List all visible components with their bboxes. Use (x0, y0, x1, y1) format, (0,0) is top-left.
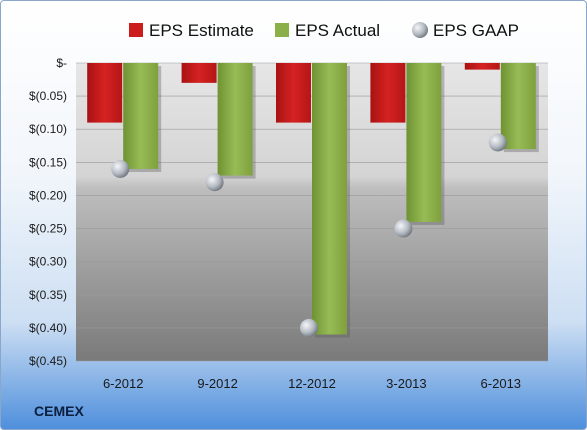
y-tick-label: $(0.15) (29, 155, 67, 169)
y-tick-label: $- (56, 56, 67, 70)
bar-eps-actual (500, 63, 536, 150)
x-tick-label: 12-2012 (288, 376, 336, 391)
bar-eps-estimate (87, 63, 123, 123)
bar-eps-estimate (276, 63, 311, 123)
y-tick-label: $(0.10) (29, 122, 67, 136)
bar-eps-estimate (464, 63, 500, 70)
legend-label: EPS GAAP (433, 21, 519, 40)
y-axis-ticks: $- $(0.05) $(0.10) $(0.15) $(0.20) $(0.25) $(0… (29, 56, 67, 368)
legend-label: EPS Actual (295, 21, 380, 40)
legend-marker (129, 23, 143, 37)
bar-eps-estimate (181, 63, 217, 83)
bar-eps-actual (217, 63, 253, 176)
marker-eps-gaap (394, 219, 413, 238)
marker-eps-gaap (205, 173, 224, 192)
legend-label: EPS Estimate (149, 21, 254, 40)
marker-eps-gaap (111, 159, 130, 178)
y-tick-label: $(0.25) (29, 222, 67, 236)
x-tick-label: 6-2012 (103, 376, 143, 391)
y-tick-label: $(0.40) (29, 321, 67, 335)
x-axis-ticks: 6-2012 9-2012 12-2012 3-2013 6-2013 (103, 376, 521, 391)
y-tick-label: $(0.30) (29, 255, 67, 269)
gaap-markers (111, 133, 507, 337)
legend-marker (275, 23, 289, 37)
bar-eps-actual (406, 63, 442, 222)
y-tick-label: $(0.45) (29, 354, 67, 368)
bar-eps-actual (123, 63, 159, 169)
legend-marker (412, 22, 428, 38)
x-tick-label: 3-2013 (386, 376, 426, 391)
y-tick-label: $(0.20) (29, 188, 67, 202)
y-tick-label: $(0.35) (29, 288, 67, 302)
legend: EPS Estimate EPS Actual EPS GAAP (129, 21, 519, 40)
company-label: CEMEX (34, 403, 84, 419)
bars (87, 63, 539, 338)
marker-eps-gaap (300, 318, 318, 337)
bar-eps-actual (312, 63, 347, 335)
y-tick-label: $(0.05) (29, 89, 67, 103)
bar-eps-estimate (370, 63, 406, 123)
marker-eps-gaap (488, 133, 507, 152)
x-tick-label: 6-2013 (481, 376, 521, 391)
x-tick-label: 9-2012 (197, 376, 237, 391)
